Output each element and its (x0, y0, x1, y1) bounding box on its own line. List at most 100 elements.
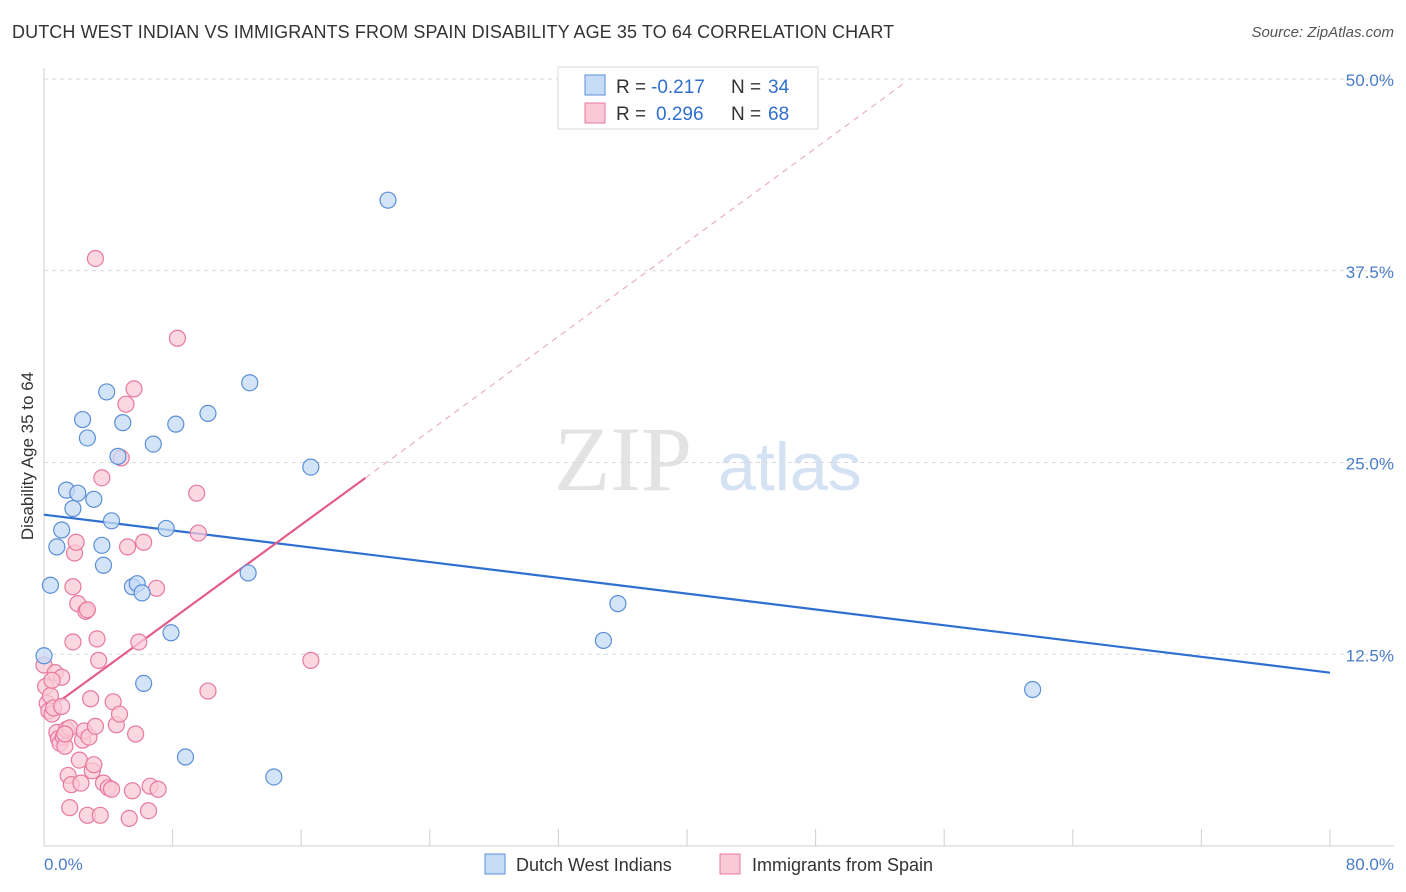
data-point-dutch-west-indian (94, 556, 113, 574)
series-legend: Dutch West Indians Immigrants from Spain (484, 853, 933, 875)
data-point-spain (199, 682, 217, 700)
y-tick-label: 37.5% (1346, 263, 1394, 282)
data-point-dutch-west-indian (85, 490, 103, 508)
data-point-dutch-west-indian (241, 374, 259, 392)
data-point-spain (56, 725, 74, 743)
data-point-spain (90, 651, 108, 669)
data-point-spain (118, 538, 137, 556)
data-point-spain (130, 633, 148, 651)
data-point-dutch-west-indian (162, 624, 180, 642)
data-point-spain (53, 697, 71, 716)
legend-r-value-blue: -0.217 (651, 77, 705, 98)
data-point-spain (135, 533, 153, 551)
data-point-dutch-west-indian (302, 458, 320, 476)
data-point-spain (127, 725, 145, 743)
data-point-spain (125, 380, 143, 398)
data-point-spain (302, 651, 320, 669)
data-point-spain (149, 780, 167, 798)
data-point-dutch-west-indian (114, 414, 132, 432)
legend-n-label-blue: N = (731, 77, 761, 98)
data-point-spain (78, 601, 97, 619)
data-point-dutch-west-indian (135, 674, 153, 692)
data-point-dutch-west-indian (609, 595, 627, 613)
legend-r-value-pink: 0.296 (656, 104, 704, 125)
data-point-dutch-west-indian (144, 435, 162, 453)
legend-n-value-pink: 68 (768, 104, 789, 125)
chart-title: DUTCH WEST INDIAN VS IMMIGRANTS FROM SPA… (12, 22, 895, 42)
y-axis-label: Disability Age 35 to 64 (18, 372, 37, 540)
x-tick-label-min: 0.0% (44, 855, 83, 874)
data-point-dutch-west-indian (379, 191, 397, 209)
data-point-spain (117, 395, 135, 413)
series-legend-label-pink: Immigrants from Spain (752, 855, 933, 875)
trend-line-dutch-west-indians (43, 513, 1331, 674)
data-point-dutch-west-indian (199, 404, 217, 423)
data-point-dutch-west-indian (176, 748, 195, 766)
trend-line-spain-extension (365, 81, 906, 479)
data-point-spain (123, 782, 142, 800)
legend-n-label-pink: N = (731, 104, 761, 125)
data-point-spain (93, 469, 111, 487)
stats-legend: R = -0.217 N = 34 R = 0.296 N = 68 (557, 66, 819, 130)
data-point-spain (189, 524, 207, 542)
watermark-zip: ZIP (554, 408, 692, 510)
data-point-dutch-west-indian (48, 538, 66, 556)
data-point-dutch-west-indian (69, 484, 87, 502)
trend-lines (43, 81, 1331, 714)
series-immigrants-from-spain (35, 249, 320, 827)
data-point-dutch-west-indian (265, 768, 283, 786)
data-point-dutch-west-indian (73, 410, 92, 429)
data-point-spain (64, 633, 82, 651)
data-point-spain (110, 705, 129, 723)
legend-n-value-blue: 34 (768, 77, 790, 98)
data-point-spain (147, 579, 166, 597)
series-legend-label-blue: Dutch West Indians (516, 855, 672, 875)
legend-r-label-blue: R = (616, 77, 646, 98)
legend-swatch-blue (584, 74, 606, 96)
data-point-spain (43, 671, 61, 689)
data-point-spain (70, 751, 88, 769)
data-point-spain (86, 717, 105, 735)
data-point-dutch-west-indian (98, 383, 116, 401)
data-point-dutch-west-indian (35, 647, 53, 665)
data-point-spain (102, 780, 121, 798)
data-point-dutch-west-indian (157, 519, 175, 538)
data-point-dutch-west-indian (102, 512, 121, 530)
data-point-dutch-west-indian (1024, 680, 1042, 699)
data-point-spain (61, 799, 79, 817)
data-point-dutch-west-indian (78, 429, 97, 447)
x-tick-label-max: 80.0% (1346, 855, 1394, 874)
data-point-spain (91, 806, 109, 824)
data-point-spain (82, 690, 100, 708)
data-point-spain (72, 774, 90, 792)
data-point-dutch-west-indian (594, 631, 613, 650)
data-point-spain (85, 756, 103, 774)
source-credit: Source: ZipAtlas.com (1251, 24, 1394, 41)
watermark-atlas: atlas (718, 429, 862, 505)
data-point-dutch-west-indian (133, 584, 151, 602)
y-tick-label: 12.5% (1346, 646, 1394, 665)
data-point-spain (168, 329, 187, 347)
series-legend-swatch-pink (719, 853, 741, 875)
x-axis-ticks (43, 829, 1331, 846)
data-point-dutch-west-indian (109, 447, 127, 465)
data-point-spain (120, 809, 138, 827)
y-tick-label: 50.0% (1346, 71, 1394, 90)
data-point-dutch-west-indian (167, 415, 185, 433)
trend-line-immigrants-from-spain (43, 476, 367, 714)
data-point-dutch-west-indian (41, 576, 60, 594)
data-point-spain (86, 249, 105, 268)
legend-r-label-pink: R = (616, 104, 646, 125)
data-point-spain (188, 484, 206, 502)
data-point-dutch-west-indian (53, 521, 71, 539)
data-point-dutch-west-indian (239, 564, 257, 582)
data-point-dutch-west-indian (93, 536, 111, 554)
data-point-spain (139, 802, 158, 820)
data-point-dutch-west-indian (64, 499, 82, 518)
data-point-spain (88, 630, 106, 648)
data-point-spain (67, 533, 85, 551)
y-axis-tick-labels: 12.5% 25.0% 37.5% 50.0% (1346, 71, 1394, 665)
y-tick-label: 25.0% (1346, 455, 1394, 474)
series-dutch-west-indians (35, 191, 1042, 786)
